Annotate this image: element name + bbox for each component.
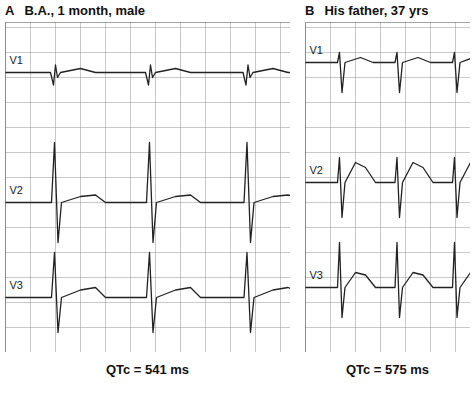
- svg-text:V3: V3: [310, 269, 323, 281]
- svg-text:V3: V3: [10, 279, 23, 291]
- svg-text:V1: V1: [310, 44, 323, 56]
- html-text:His father, 37 yrs: His father, 37 yrs: [324, 3, 429, 18]
- html-text:A: A: [5, 3, 15, 18]
- html-text:B: B: [305, 3, 315, 18]
- svg-text:V2: V2: [310, 164, 323, 176]
- html-text:B.A., 1 month, male: B.A., 1 month, male: [24, 3, 145, 18]
- svg-text:V1: V1: [10, 54, 23, 66]
- html-text:QTc = 575 ms: QTc = 575 ms: [345, 362, 430, 377]
- svg-text:V2: V2: [10, 184, 23, 196]
- html-text:QTc = 541 ms: QTc = 541 ms: [105, 362, 190, 377]
